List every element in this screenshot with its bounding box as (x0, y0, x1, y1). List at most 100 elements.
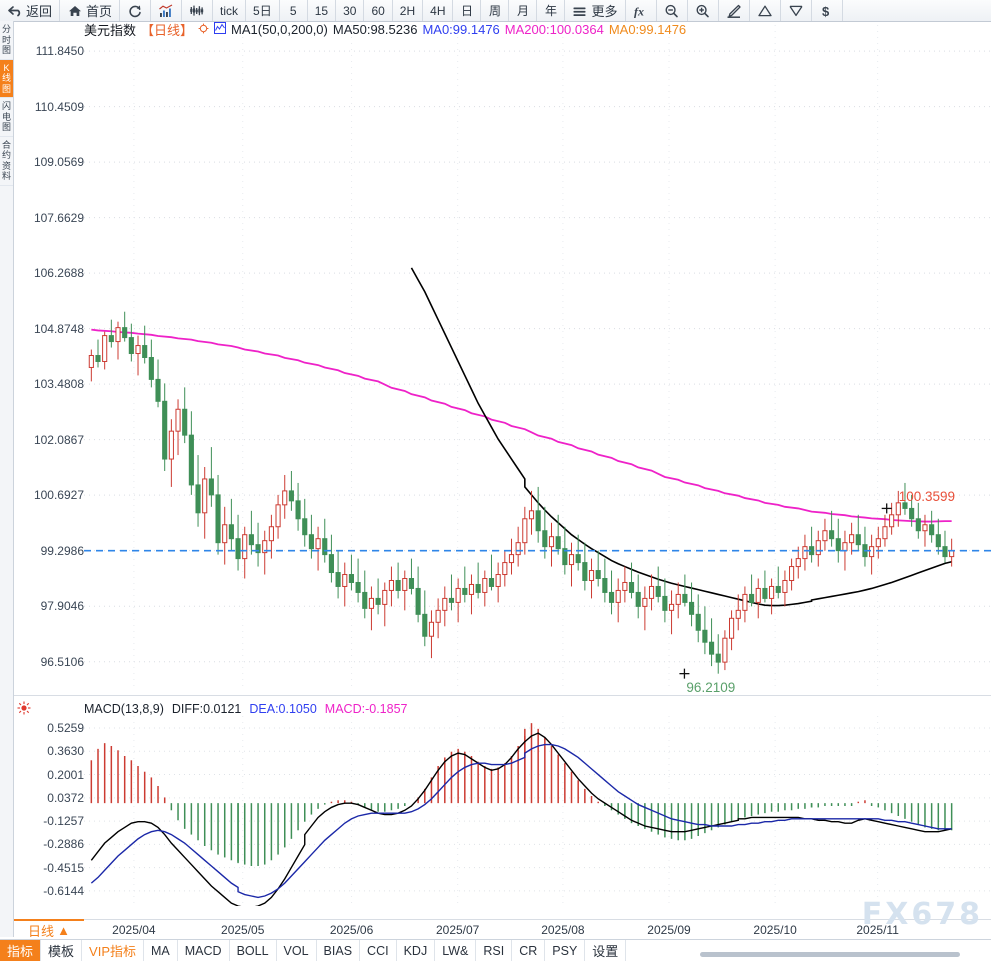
price-tick-label: 100.6927 (33, 488, 84, 503)
toolbar-triangle-tool[interactable] (750, 0, 781, 21)
toolbar-period-week-label: 周 (488, 4, 501, 18)
left-sidebar: 分时图 K线图 闪电图 合约资料 (0, 21, 14, 937)
macd-tick-label: 0.2001 (47, 767, 84, 782)
period-tag-label: 日线 (28, 923, 55, 939)
indicator-psy[interactable]: PSY (545, 940, 586, 961)
toolbar-formula[interactable]: fx (626, 0, 657, 21)
home-icon (67, 4, 83, 18)
svg-text:$: $ (822, 4, 830, 18)
price-tick-label: 97.9046 (40, 599, 84, 614)
price-tick-label: 99.2986 (40, 543, 84, 558)
price-tick-label: 104.8748 (33, 321, 84, 336)
indicator-kdj[interactable]: KDJ (397, 940, 436, 961)
period-tag-arrow-icon: ▲ (57, 922, 70, 938)
fx-icon: fx (633, 4, 649, 18)
price-chart-plot[interactable] (84, 25, 991, 690)
toolbar-period-month-label: 月 (516, 4, 529, 18)
zoom-in-icon (695, 4, 711, 18)
toolbar-period-day[interactable]: 日 (453, 0, 482, 21)
sidebar-item-lightning[interactable]: 闪电图 (0, 98, 13, 137)
toolbar-draw-pen[interactable] (719, 0, 750, 21)
toolbar-period-5-label: 5 (289, 3, 297, 18)
price-tick-label: 102.0867 (33, 432, 84, 447)
toolbar-period-30-label: 30 (343, 3, 357, 18)
bar-chart-icon (158, 3, 174, 18)
indicator-bias[interactable]: BIAS (317, 940, 361, 961)
toolbar-period-week[interactable]: 周 (481, 0, 510, 21)
indicator-lwr[interactable]: LW& (435, 940, 477, 961)
toolbar-period-4h-label: 4H (430, 3, 446, 18)
macd-sun-icon[interactable] (17, 701, 31, 715)
macd-tick-label: 0.0372 (47, 790, 84, 805)
date-tick-label: 2025/10 (753, 923, 797, 937)
toolbar-period-month[interactable]: 月 (509, 0, 538, 21)
toolbar-period-year[interactable]: 年 (537, 0, 566, 21)
indicator-zhibiao[interactable]: 指标 (0, 940, 42, 961)
toolbar-period-30[interactable]: 30 (336, 0, 365, 21)
zoom-out-icon (664, 4, 680, 18)
toolbar-vshape-tool[interactable] (781, 0, 812, 21)
toolbar-zoom-out[interactable] (657, 0, 688, 21)
toolbar-period-2h-label: 2H (399, 3, 416, 18)
indicator-shezhi[interactable]: 设置 (585, 940, 627, 961)
date-tick-label: 2025/09 (647, 923, 691, 937)
toolbar-period-4h[interactable]: 4H (423, 0, 454, 21)
panel-divider (14, 695, 991, 696)
toolbar-tick[interactable]: tick (213, 0, 247, 21)
indicator-muban[interactable]: 模板 (41, 940, 83, 961)
indicator-cr[interactable]: CR (512, 940, 546, 961)
indicator-vip[interactable]: VIP指标 (82, 940, 144, 961)
price-tick-label: 96.5106 (40, 654, 84, 669)
ma0b-value: MA0:99.1476 (608, 21, 687, 37)
date-x-axis: 2025/04 2025/05 2025/06 2025/07 2025/08 2025/… (84, 919, 991, 940)
toolbar-zoom-in[interactable] (688, 0, 719, 21)
back-arrow-icon (7, 4, 23, 18)
symbol-period: 【日线】 (141, 22, 194, 38)
macd-value: MACD:-0.1857 (324, 702, 408, 716)
horizontal-scrollbar[interactable] (700, 952, 960, 957)
toolbar-chart-type[interactable] (151, 0, 183, 21)
top-toolbar: 返回 首页 tick 5日 5 15 30 60 2H 4H 日 周 月 年 更多 fx $ (0, 0, 991, 22)
indicator-cci[interactable]: CCI (360, 940, 397, 961)
price-tick-label: 103.4808 (33, 377, 84, 392)
toolbar-period-day-label: 日 (460, 4, 473, 18)
toolbar-currency[interactable]: $ (812, 0, 843, 21)
toolbar-period-2h[interactable]: 2H (393, 0, 424, 21)
toolbar-period-5d[interactable]: 5日 (246, 0, 280, 21)
ma200-value: MA200:100.0364 (504, 21, 604, 37)
toolbar-back[interactable]: 返回 (0, 0, 61, 21)
high-price-callout: 100.3599 (898, 489, 955, 505)
toolbar-refresh[interactable] (120, 0, 152, 21)
toolbar-period-60[interactable]: 60 (364, 0, 393, 21)
price-tick-label: 110.4509 (34, 99, 84, 114)
indicator-macd[interactable]: MACD (178, 940, 230, 961)
price-tick-label: 106.2688 (33, 266, 84, 281)
toolbar-more-label: 更多 (591, 4, 618, 19)
price-tick-label: 107.6629 (33, 210, 84, 225)
low-price-callout: 96.2109 (686, 679, 736, 695)
indicator-vol[interactable]: VOL (277, 940, 317, 961)
toolbar-period-60-label: 60 (371, 3, 385, 18)
date-tick-label: 2025/07 (435, 923, 480, 937)
sidebar-item-contract[interactable]: 合约资料 (0, 137, 13, 186)
sidebar-item-timeshare[interactable]: 分时图 (0, 21, 13, 60)
indicator-boll[interactable]: BOLL (230, 940, 277, 961)
macd-chart-plot[interactable] (84, 716, 991, 919)
toolbar-period-15[interactable]: 15 (308, 0, 337, 21)
indicator-ma[interactable]: MA (144, 940, 178, 961)
toolbar-home[interactable]: 首页 (60, 0, 121, 21)
indicator-rsi[interactable]: RSI (476, 940, 513, 961)
settings-gear-icon[interactable] (198, 22, 209, 37)
ma50-value: MA50:98.5236 (332, 21, 418, 37)
toolbar-more[interactable]: 更多 (565, 0, 626, 21)
ma0-value: MA0:99.1476 (422, 21, 500, 37)
sidebar-item-kline[interactable]: K线图 (0, 59, 13, 98)
period-tag[interactable]: 日线 ▲ (14, 919, 84, 939)
toolbar-period-5[interactable]: 5 (280, 0, 308, 21)
toolbar-indicator-toggle[interactable] (182, 0, 214, 21)
macd-tick-label: 0.3630 (47, 744, 84, 759)
ma-indicator-icon[interactable] (214, 21, 227, 37)
date-tick-label: 2025/11 (856, 923, 899, 937)
ma-params: MA1(50,0,200,0) (231, 21, 328, 37)
toolbar-tick-label: tick (220, 3, 239, 18)
